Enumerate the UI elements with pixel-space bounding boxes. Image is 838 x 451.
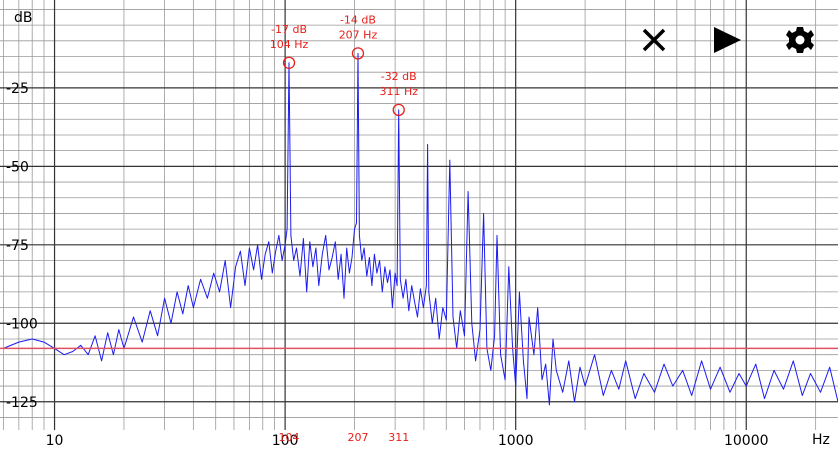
- y-tick-label: -25: [6, 81, 29, 97]
- y-tick-label: -100: [6, 316, 38, 332]
- peak-db-label: -14 dB: [340, 13, 376, 26]
- play-button[interactable]: [714, 27, 741, 53]
- peak-db-label: -17 dB: [271, 23, 307, 36]
- settings-icon-hole: [795, 35, 805, 45]
- peak-db-label: -32 dB: [381, 70, 417, 83]
- peak-freq-label: 207 Hz: [339, 28, 378, 41]
- peak-marker: [282, 56, 296, 69]
- x-tick-label: 10000: [724, 433, 769, 449]
- x-tick-label: 100: [272, 433, 299, 449]
- x-axis-label: Hz: [812, 432, 830, 448]
- peak-axis-label: 207: [347, 431, 368, 444]
- peak-axis-label: 104: [279, 431, 300, 444]
- peak-marker: [351, 47, 365, 60]
- x-tick-label: 1000: [498, 433, 534, 449]
- close-button[interactable]: [636, 24, 672, 58]
- y-tick-label: -75: [6, 238, 29, 254]
- close-icon[interactable]: [642, 28, 666, 52]
- peak-marker: [392, 103, 405, 117]
- y-tick-label: -50: [6, 159, 29, 175]
- spectrum-line: [3, 52, 838, 406]
- peak-freq-label: 311 Hz: [379, 85, 418, 98]
- peak-axis-label: 311: [388, 431, 409, 444]
- play-icon[interactable]: [714, 27, 741, 53]
- y-tick-label: -125: [6, 395, 38, 411]
- settings-button[interactable]: [786, 27, 814, 53]
- x-tick-label: 10: [46, 433, 64, 449]
- peak-freq-label: 104 Hz: [270, 38, 309, 51]
- y-axis-label: dB: [14, 10, 33, 26]
